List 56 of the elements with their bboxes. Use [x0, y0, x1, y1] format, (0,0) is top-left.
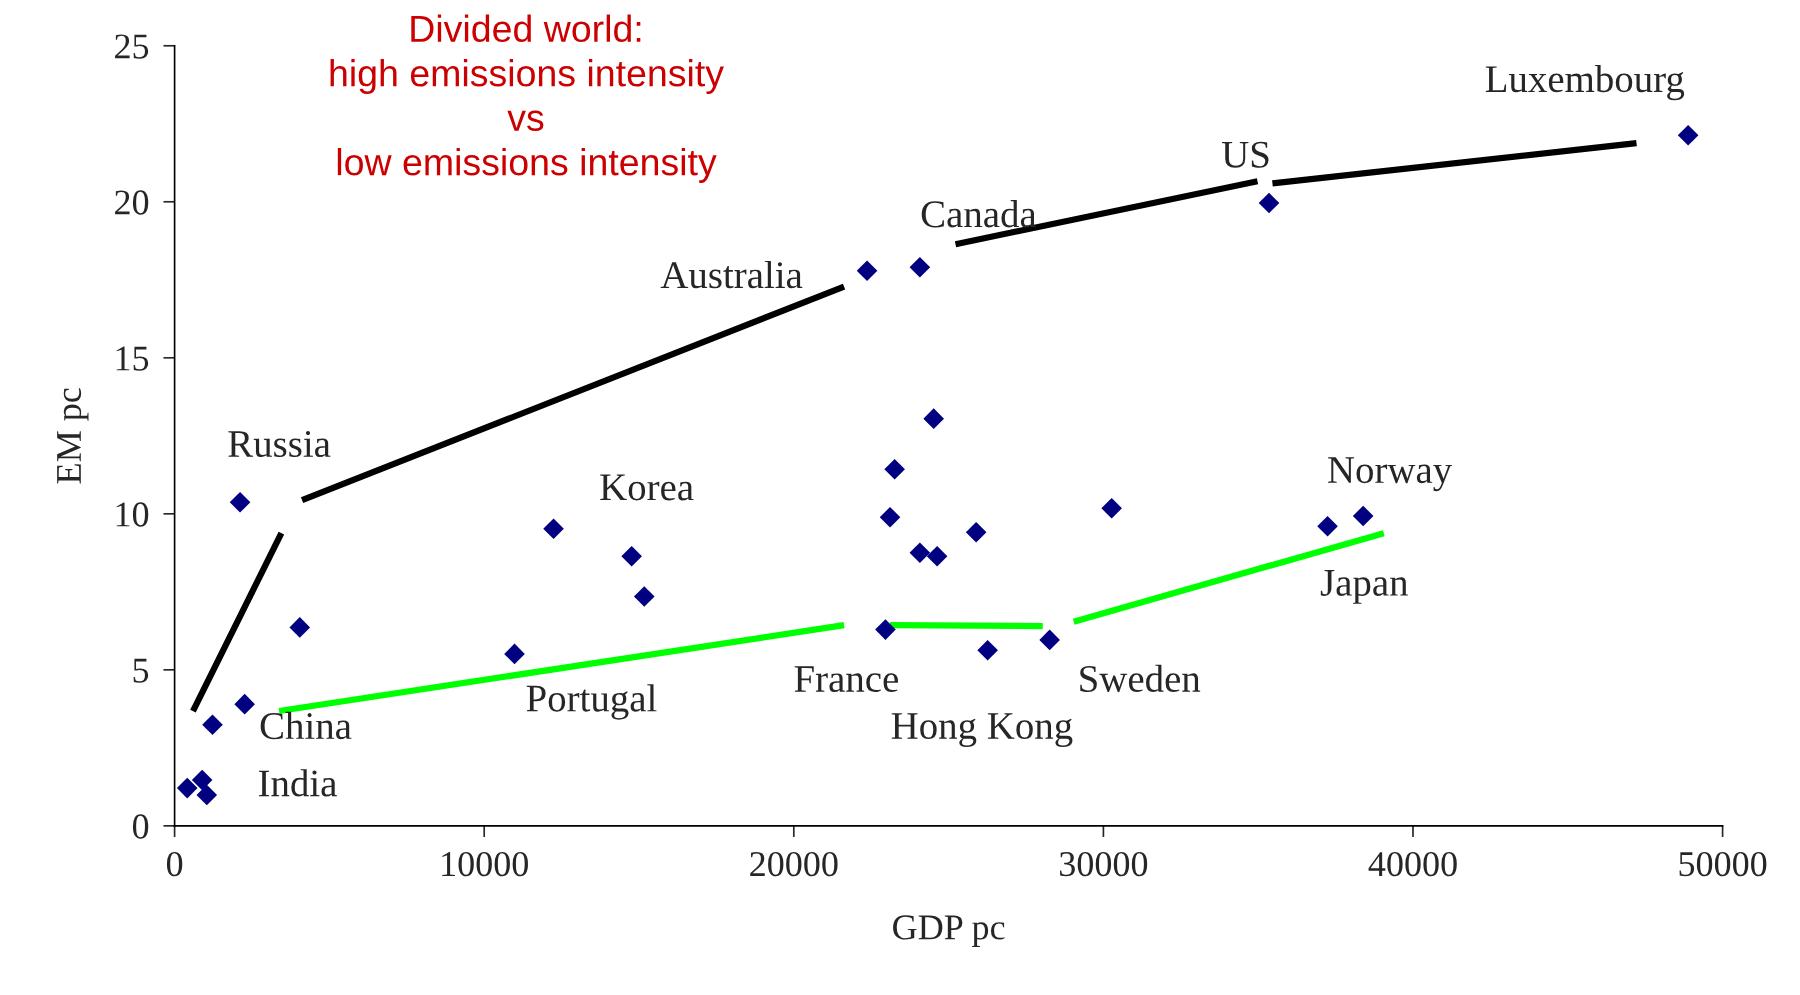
point	[176, 777, 198, 799]
point	[965, 521, 987, 543]
annotation: Divided world: high emissions intensity vs low emissions intensity	[330, 14, 724, 183]
annotation: Sweden	[1080, 664, 1201, 693]
point	[1352, 505, 1374, 527]
point	[926, 545, 948, 567]
annotation: Russia	[228, 430, 331, 458]
point	[1101, 497, 1122, 519]
annotation: Australia	[660, 260, 803, 289]
point	[884, 458, 905, 480]
annotation: Hong Kong	[891, 713, 1073, 748]
x-tick-label: 50000	[1679, 851, 1767, 877]
x-tick-label: 30000	[1059, 851, 1148, 877]
point	[633, 586, 655, 607]
point	[543, 518, 564, 540]
annotation: France	[794, 666, 898, 693]
point	[909, 257, 931, 278]
annotation: Japan	[1320, 570, 1408, 604]
x-tick-label: 10000	[442, 851, 528, 877]
point	[875, 619, 896, 640]
y-tick-label: 15	[116, 346, 149, 371]
point	[1039, 629, 1060, 651]
point	[196, 784, 218, 806]
annotation: Norway	[1328, 457, 1453, 492]
y-tick-label: 20	[115, 190, 149, 215]
y-axis-title: EM pc	[57, 388, 89, 484]
point	[1258, 192, 1280, 214]
point	[504, 643, 525, 665]
point	[1677, 125, 1699, 146]
point	[856, 260, 878, 282]
annotation: Canada	[921, 200, 1037, 228]
y-tick-label: 0	[132, 814, 149, 839]
x-tick-label: 40000	[1368, 851, 1457, 877]
point	[879, 506, 901, 528]
point	[202, 714, 223, 736]
y-tick-label: 5	[133, 658, 149, 683]
point	[621, 545, 642, 567]
point	[234, 693, 255, 715]
annotation: Luxembourg	[1485, 64, 1685, 101]
y-tick-label: 10	[116, 502, 149, 527]
y-tick-label: 25	[115, 34, 149, 59]
annotation: Korea	[600, 474, 694, 501]
x-tick-label: 20000	[750, 851, 838, 877]
point	[923, 408, 944, 429]
point	[191, 769, 213, 791]
point	[289, 617, 311, 638]
annotation: China	[260, 711, 352, 740]
annotation: Portugal	[526, 684, 657, 720]
annotation: US	[1221, 141, 1269, 168]
x-axis-title: GDP pc	[893, 915, 1005, 947]
x-tick-label: 0	[166, 851, 183, 877]
point	[229, 491, 251, 513]
annotation: India	[258, 769, 337, 797]
point	[909, 542, 931, 564]
point	[1317, 516, 1338, 537]
point	[977, 639, 998, 661]
